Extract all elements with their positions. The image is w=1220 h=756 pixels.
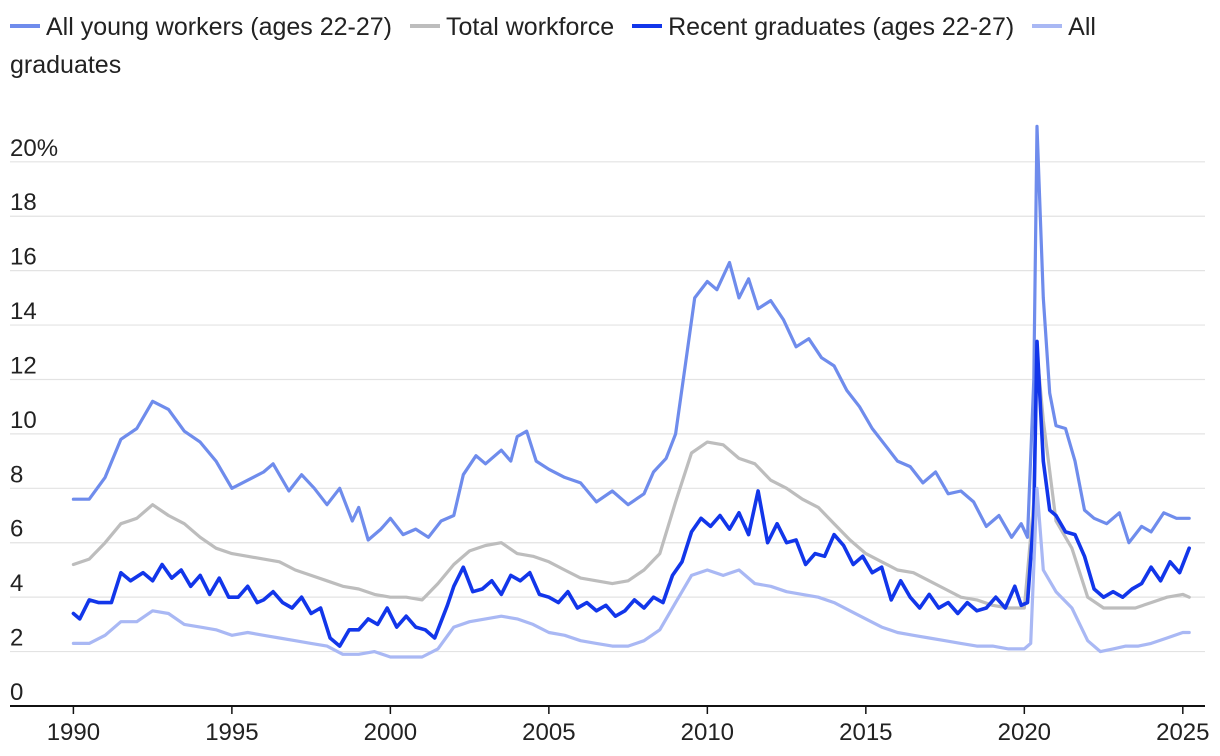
series-line-2	[71, 350, 1191, 610]
legend-swatch	[10, 24, 40, 29]
x-tick-label: 2015	[839, 719, 892, 746]
series-line-3	[71, 339, 1191, 648]
y-tick-label: 10	[10, 407, 37, 434]
y-tick-label: 20%	[10, 135, 58, 162]
x-tick-label: 2005	[522, 719, 575, 746]
series-line-1	[71, 124, 1191, 545]
legend-item: Total workforce	[410, 13, 614, 41]
legend-label: All young workers (ages 22-27)	[46, 13, 392, 41]
series-line-4	[71, 486, 1191, 659]
x-tick-label: 2010	[681, 719, 734, 746]
legend-label: Recent graduates (ages 22-27)	[668, 13, 1015, 41]
y-tick-label: 12	[10, 352, 37, 379]
x-tick-label: 2000	[364, 719, 417, 746]
legend-item: Recent graduates (ages 22-27)	[632, 13, 1014, 41]
x-tick-label: 2025	[1156, 719, 1209, 746]
x-tick-label: 1995	[205, 719, 258, 746]
y-tick-label: 16	[10, 244, 37, 271]
y-tick-label: 2	[10, 625, 23, 652]
legend-item: All young workers (ages 22-27)	[10, 13, 392, 41]
legend-label: Total workforce	[446, 13, 615, 41]
legend-swatch	[1032, 24, 1063, 29]
legend-swatch	[410, 24, 440, 29]
legend: All young workers (ages 22-27) Total work…	[10, 8, 1190, 84]
y-tick-label: 6	[10, 516, 23, 543]
y-tick-label: 14	[10, 298, 37, 325]
y-tick-label: 0	[10, 679, 23, 706]
y-tick-label: 8	[10, 461, 23, 488]
legend-label: All graduates	[10, 13, 1096, 79]
legend-swatch	[632, 24, 663, 29]
y-tick-label: 4	[10, 570, 23, 597]
legend-item: All graduates	[10, 13, 1096, 79]
x-tick-label: 1990	[47, 719, 100, 746]
y-tick-label: 18	[10, 189, 37, 216]
x-tick-label: 2020	[998, 719, 1051, 746]
